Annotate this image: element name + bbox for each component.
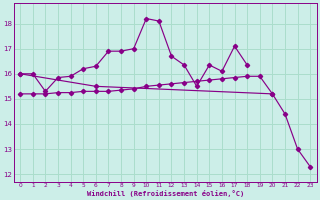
X-axis label: Windchill (Refroidissement éolien,°C): Windchill (Refroidissement éolien,°C) xyxy=(87,190,244,197)
